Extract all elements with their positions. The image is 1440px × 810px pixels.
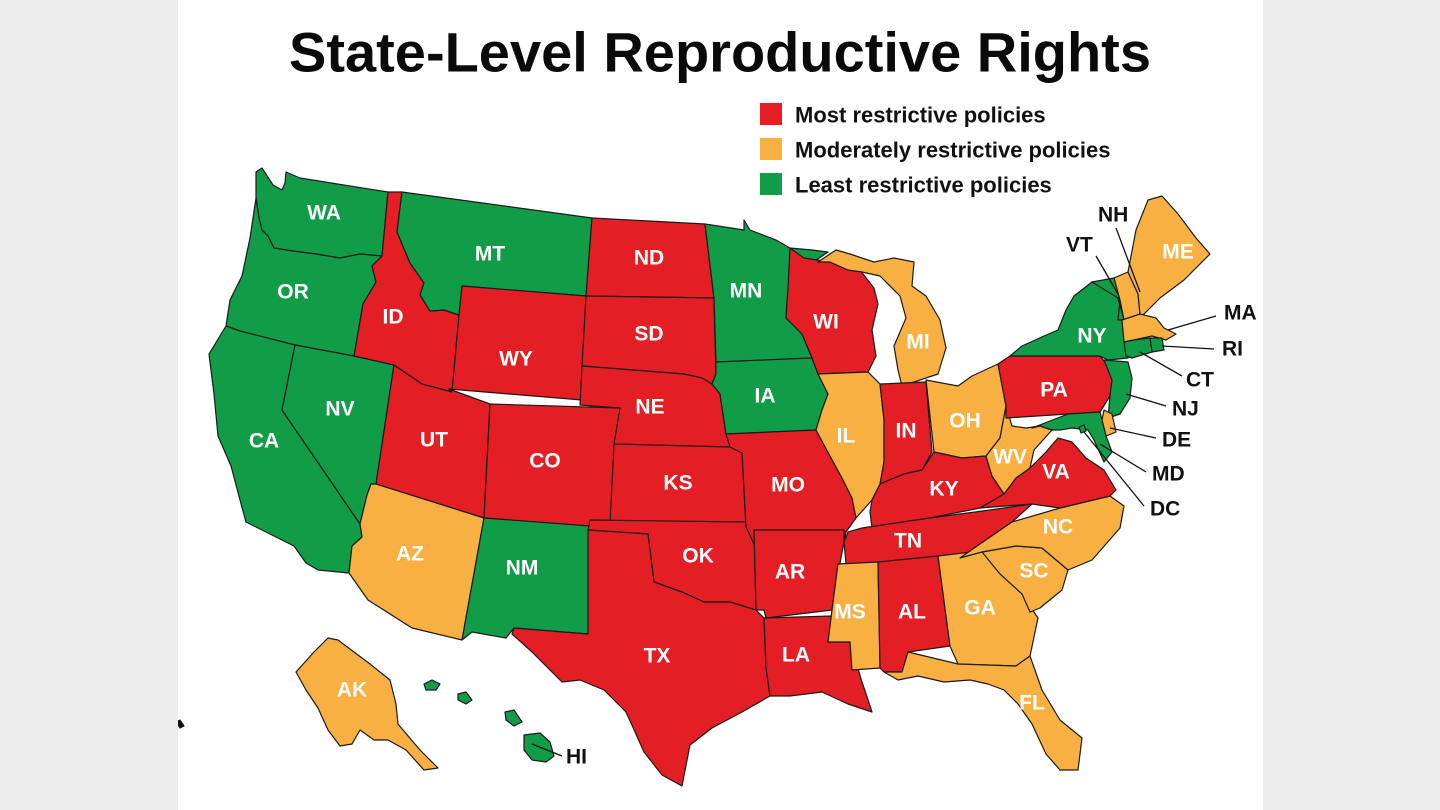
legend: Most restrictive policies Moderately rest…: [760, 103, 1110, 198]
state-label-ok: OK: [682, 545, 714, 568]
state-shapes: [178, 167, 1211, 787]
island-shape: [457, 691, 473, 705]
state-label-wa: WA: [307, 202, 341, 225]
leader-line-ri: [1161, 345, 1215, 350]
state-label-id: ID: [383, 306, 404, 329]
state-label-ar: AR: [775, 561, 805, 584]
state-label-ct: CT: [1186, 369, 1214, 392]
leader-line-ct: [1139, 351, 1183, 377]
island-shape: [423, 679, 441, 691]
legend-label-most: Most restrictive policies: [795, 103, 1046, 128]
state-label-il: IL: [837, 425, 856, 448]
state-label-mo: MO: [771, 474, 805, 497]
state-nc: [959, 495, 1125, 571]
state-dc: [1078, 424, 1087, 434]
map-title: State-Level Reproductive Rights: [289, 21, 1151, 84]
state-label-de: DE: [1162, 429, 1191, 452]
state-label-mt: MT: [475, 243, 505, 266]
legend-label-least: Least restrictive policies: [795, 173, 1052, 198]
state-label-ma: MA: [1224, 302, 1257, 325]
state-label-ia: IA: [755, 385, 776, 408]
state-label-ms: MS: [834, 601, 866, 624]
state-label-ak: AK: [337, 679, 367, 702]
leader-line-ma: [1167, 315, 1217, 331]
state-label-fl: FL: [1019, 692, 1045, 715]
us-map: WA OR CA NV ID MT WY UT CO AZ NM ND SD NE KS OK TX MN IA MO…: [178, 21, 1257, 787]
state-ct: [1123, 337, 1153, 359]
state-wy: [448, 285, 587, 401]
state-label-ky: KY: [929, 478, 958, 501]
state-label-ca: CA: [249, 430, 279, 453]
legend-label-moderate: Moderately restrictive policies: [795, 138, 1110, 163]
map-canvas: WA OR CA NV ID MT WY UT CO AZ NM ND SD NE KS OK TX MN IA MO…: [178, 0, 1263, 810]
state-label-sd: SD: [634, 323, 663, 346]
leader-line-de: [1109, 427, 1157, 439]
leader-line-vt: [1095, 255, 1119, 295]
state-label-tx: TX: [644, 645, 671, 668]
state-label-nm: NM: [506, 557, 539, 580]
state-label-oh: OH: [949, 410, 981, 433]
state-tx: [511, 529, 771, 787]
state-label-wv: WV: [993, 446, 1027, 469]
state-label-pa: PA: [1040, 379, 1068, 402]
legend-swatch-moderate: [760, 138, 782, 160]
state-label-nh: NH: [1098, 204, 1128, 227]
state-label-ri: RI: [1222, 338, 1243, 361]
state-label-mn: MN: [730, 280, 763, 303]
state-label-hi: HI: [566, 746, 587, 769]
legend-swatch-least: [760, 173, 782, 195]
leader-line-md: [1099, 443, 1147, 473]
label-leaders: [531, 227, 1217, 757]
leader-line-nh: [1115, 227, 1141, 293]
state-label-ks: KS: [663, 472, 692, 495]
state-label-al: AL: [898, 601, 926, 624]
state-label-in: IN: [896, 420, 917, 443]
state-label-mi: MI: [906, 331, 929, 354]
state-label-nv: NV: [325, 398, 354, 421]
state-label-vt: VT: [1066, 234, 1093, 257]
state-fl: [883, 651, 1083, 771]
state-label-ut: UT: [420, 429, 448, 452]
state-de: [1101, 409, 1117, 437]
state-label-la: LA: [782, 644, 810, 667]
state-labels: WA OR CA NV ID MT WY UT CO AZ NM ND SD NE KS OK TX MN IA MO…: [249, 202, 1257, 769]
leader-line-dc: [1083, 431, 1145, 507]
state-label-md: MD: [1152, 463, 1185, 486]
state-label-wy: WY: [499, 348, 533, 371]
state-label-ny: NY: [1077, 325, 1106, 348]
state-label-co: CO: [529, 450, 561, 473]
state-nj: [1103, 359, 1133, 419]
island-shape: [178, 719, 185, 729]
state-label-va: VA: [1042, 461, 1070, 484]
state-label-dc: DC: [1150, 498, 1180, 521]
leader-line-nj: [1125, 393, 1167, 407]
state-label-ga: GA: [964, 597, 996, 620]
legend-swatch-most: [760, 103, 782, 125]
state-label-tn: TN: [894, 530, 922, 553]
state-label-nj: NJ: [1172, 398, 1199, 421]
state-mi: [817, 249, 947, 387]
state-label-az: AZ: [396, 543, 424, 566]
state-label-me: ME: [1162, 241, 1194, 264]
state-label-or: OR: [277, 281, 309, 304]
island-shape: [504, 709, 523, 727]
state-ak: [295, 637, 439, 771]
state-label-nd: ND: [634, 247, 664, 270]
state-label-ne: NE: [635, 396, 664, 419]
leader-line-hi: [531, 743, 563, 757]
state-label-sc: SC: [1019, 560, 1048, 583]
state-label-wi: WI: [813, 311, 839, 334]
state-label-nc: NC: [1043, 516, 1073, 539]
